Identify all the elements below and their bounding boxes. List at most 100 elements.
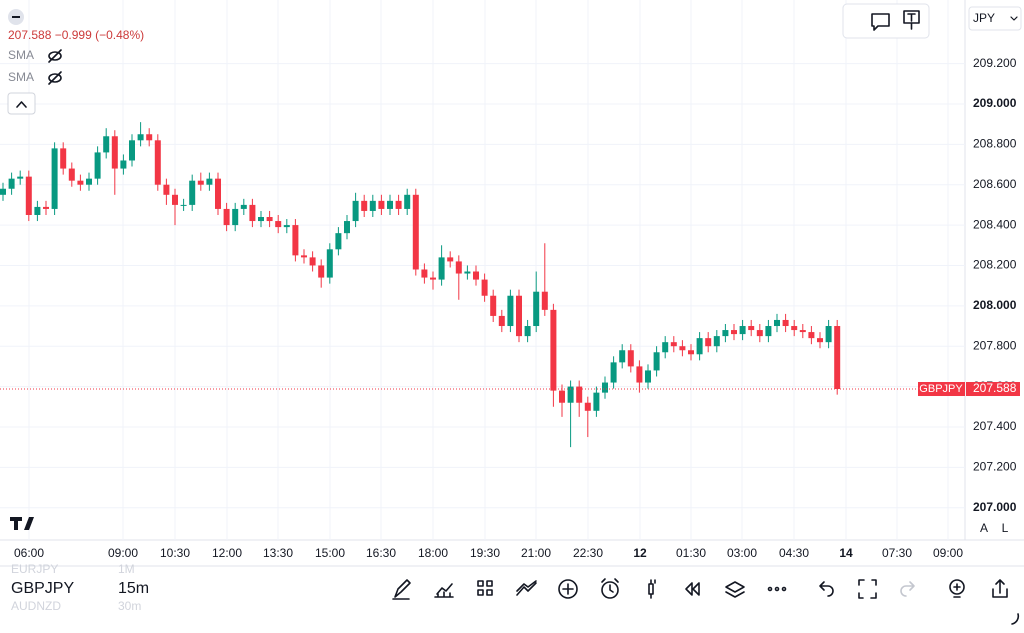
candle-body	[834, 326, 841, 390]
candle-body	[722, 330, 729, 337]
candle-body	[817, 338, 823, 343]
y-tick-label: 209.000	[973, 96, 1017, 110]
candle-body	[258, 217, 264, 222]
candle-body	[223, 208, 230, 226]
candle-body	[146, 134, 153, 141]
candle-body	[60, 148, 67, 169]
candle-body	[395, 200, 402, 209]
candle-body	[576, 386, 583, 403]
legend-values: 207.588 −0.999 (−0.48%)	[8, 28, 144, 42]
candle-body	[713, 336, 720, 347]
candle-body	[593, 392, 600, 411]
hide-icon[interactable]	[48, 71, 62, 85]
candle-body	[266, 217, 273, 222]
add-icon[interactable]	[558, 579, 578, 599]
currency-button[interactable]	[968, 6, 1022, 31]
price-tag	[966, 382, 1020, 397]
candle-body	[455, 261, 462, 274]
candle-body	[498, 315, 505, 327]
candle-body	[275, 221, 282, 228]
candle-body	[249, 204, 256, 222]
indicators-icon[interactable]	[434, 583, 454, 598]
candle-body	[326, 249, 333, 278]
x-tick-label: 01:30	[676, 546, 706, 560]
candle-body	[309, 257, 316, 266]
candle-body	[541, 291, 548, 310]
candle-body	[516, 295, 522, 337]
share-icon[interactable]	[992, 579, 1008, 598]
layout-icon[interactable]	[477, 580, 493, 596]
x-tick-label: 09:00	[933, 546, 963, 560]
compare-icon[interactable]	[516, 580, 537, 596]
symbol[interactable]: GBPJPY	[11, 580, 74, 597]
add-plus	[562, 583, 574, 595]
candle-body	[197, 180, 204, 185]
ghost-symbol: AUDNZD	[11, 599, 61, 613]
y-tick-label: 209.200	[973, 56, 1017, 70]
y-tick-label: 208.200	[973, 258, 1017, 272]
idea-icon[interactable]	[949, 579, 965, 595]
alert-icon[interactable]	[601, 581, 619, 599]
candle-body	[559, 390, 565, 403]
candle-body	[180, 204, 187, 206]
replay-icon[interactable]	[685, 582, 700, 596]
indicator: SMA	[8, 48, 34, 62]
candle-body	[696, 338, 703, 355]
candle-body	[17, 176, 24, 179]
layers-icon[interactable]	[725, 581, 745, 598]
candle-body	[352, 200, 359, 222]
candle-body	[206, 178, 213, 185]
candle-body	[387, 200, 393, 209]
candle-body	[524, 326, 531, 337]
symbol-tag-label: GBPJPY	[919, 383, 963, 395]
x-tick-label: 04:30	[779, 546, 809, 560]
price-tag-label: 207.588	[973, 381, 1017, 395]
candle-body	[799, 330, 806, 333]
candle-body	[756, 330, 763, 337]
candle-body	[550, 309, 557, 391]
x-tick-label: 18:00	[418, 546, 448, 560]
candle-body	[584, 402, 591, 411]
more-dot[interactable]	[767, 586, 773, 592]
candle-body	[825, 326, 832, 343]
indicator: SMA	[8, 70, 34, 84]
candle-body	[232, 208, 239, 226]
collapse-button[interactable]	[7, 92, 36, 115]
comment-icon[interactable]	[871, 13, 890, 31]
interval[interactable]: 15m	[118, 580, 149, 597]
candle-body	[619, 350, 626, 363]
candle-body	[739, 326, 746, 335]
collapse-icon	[12, 16, 20, 18]
text-icon[interactable]	[903, 10, 920, 30]
ghost-interval: 1M	[118, 562, 135, 576]
plot: 06:00 09:00 10:30 12:00 13:30 15:00 16:30 18:00…	[0, 0, 1020, 560]
candle-body	[688, 350, 694, 355]
chevron-down	[1010, 16, 1018, 21]
x-tick-label: 06:00	[14, 546, 44, 560]
x-tick-label: 22:30	[573, 546, 603, 560]
scale-log[interactable]: L	[1002, 521, 1009, 535]
fullscreen-icon[interactable]	[858, 579, 877, 599]
candle-body	[301, 255, 307, 258]
candle-body	[283, 225, 290, 228]
candle-body	[120, 160, 127, 169]
hide-icon[interactable]	[48, 49, 62, 63]
candle-body	[361, 200, 368, 211]
candle-body	[154, 140, 161, 185]
candle-body	[335, 233, 342, 250]
redo-icon[interactable]	[900, 581, 915, 597]
candle-body	[602, 382, 608, 393]
undo-icon[interactable]	[819, 581, 834, 597]
candle-body	[215, 178, 221, 209]
ghost-interval: 30m	[118, 599, 141, 613]
x-tick-label: 12:00	[212, 546, 242, 560]
candle-body	[163, 184, 170, 195]
x-tick-label: 10:30	[160, 546, 190, 560]
candle-icon[interactable]	[648, 579, 656, 599]
y-tick-label: 208.800	[973, 137, 1017, 151]
candle-body	[344, 221, 350, 234]
candle-body	[25, 176, 32, 215]
candle-body	[731, 330, 737, 335]
draw-icon[interactable]	[392, 579, 411, 600]
scale-auto[interactable]: A	[980, 521, 988, 535]
